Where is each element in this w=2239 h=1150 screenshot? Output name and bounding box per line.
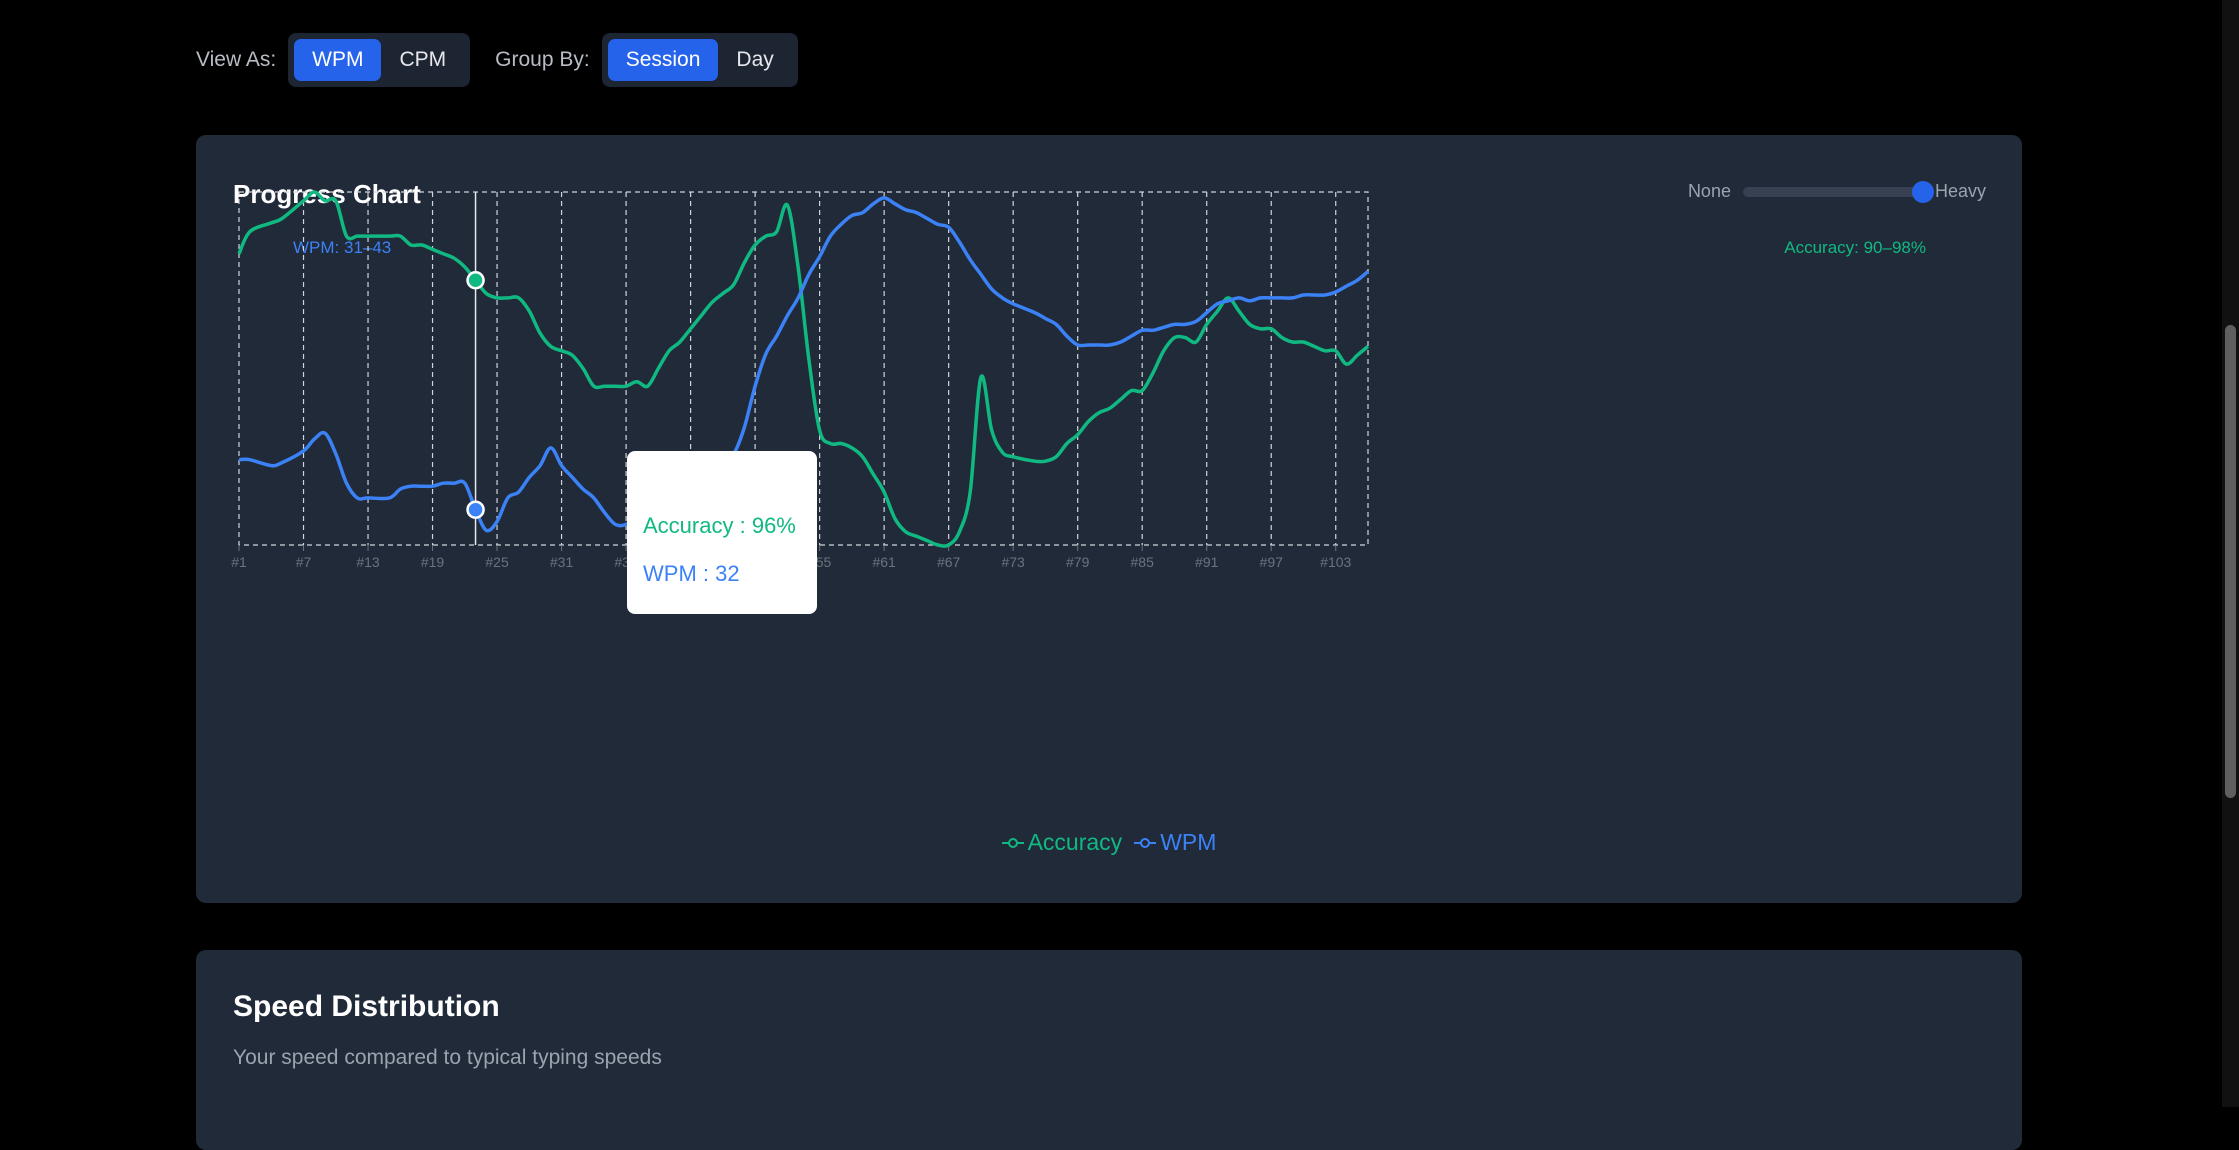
smoothing-control: None Heavy xyxy=(1687,180,1986,203)
view-as-toggle: WPM CPM xyxy=(288,33,471,87)
series-line-wpm xyxy=(238,196,1370,533)
view-as-wpm-button[interactable]: WPM xyxy=(294,39,382,81)
x-tick-label: #25 xyxy=(485,554,509,570)
view-as-cpm-button[interactable]: CPM xyxy=(399,48,447,71)
x-tick-label: #79 xyxy=(1066,554,1090,570)
smoothing-min-label: None xyxy=(1687,181,1731,201)
x-tick-label: #73 xyxy=(1001,554,1025,570)
group-by-label: Group By: xyxy=(495,48,590,71)
smoothing-slider[interactable] xyxy=(1742,180,1934,203)
x-tick-label: #61 xyxy=(872,554,896,570)
tooltip-wpm-label: WPM xyxy=(643,561,697,586)
x-tick-label: #67 xyxy=(937,554,961,570)
legend-item-accuracy[interactable]: Accuracy xyxy=(1001,829,1123,856)
progress-chart-title: Progress Chart xyxy=(233,179,421,209)
tooltip-wpm: WPM : 32 xyxy=(643,561,740,586)
speed-distribution-subtitle: Your speed compared to typical typing sp… xyxy=(233,1046,662,1069)
legend-wpm-icon xyxy=(1134,837,1157,848)
legend-item-wpm[interactable]: WPM xyxy=(1134,829,1216,856)
x-tick-label: #7 xyxy=(296,554,312,570)
x-tick-label: #1 xyxy=(231,554,247,570)
progress-line-chart[interactable]: #1#7#13#19#25#31#37#43#49#55#61#67#73#79… xyxy=(196,135,2022,815)
wpm-range-label: WPM: 31–43 xyxy=(293,238,392,257)
accuracy-range-label: Accuracy: 90–98% xyxy=(1784,238,1926,257)
view-as-label: View As: xyxy=(196,48,277,71)
legend-accuracy-icon xyxy=(1001,837,1024,848)
chart-tooltip: Accuracy : 96% WPM : 32 xyxy=(627,451,817,614)
scrollbar-thumb[interactable] xyxy=(2225,325,2236,798)
active-point-accuracy xyxy=(466,271,485,290)
legend-accuracy-label: Accuracy xyxy=(1027,829,1123,855)
x-tick-label: #97 xyxy=(1260,554,1284,570)
x-tick-label: #19 xyxy=(421,554,445,570)
legend-wpm-label: WPM xyxy=(1160,829,1217,855)
smoothing-max-label: Heavy xyxy=(1934,181,1986,201)
group-by-toggle: Session Day xyxy=(601,33,798,87)
active-point-wpm xyxy=(466,500,485,519)
tooltip-accuracy-label: Accuracy xyxy=(643,513,734,538)
x-tick-label: #103 xyxy=(1320,554,1351,570)
speed-distribution-card: Speed Distribution Your speed compared t… xyxy=(196,950,2022,1150)
group-by-session-button[interactable]: Session xyxy=(607,39,719,81)
x-tick-label: #85 xyxy=(1131,554,1155,570)
series-line-accuracy xyxy=(237,190,1370,548)
group-by-day-button[interactable]: Day xyxy=(736,48,774,71)
chart-legend: Accuracy WPM xyxy=(196,829,2022,856)
smoothing-slider-thumb[interactable] xyxy=(1911,180,1934,203)
tooltip-accuracy-value: 96% xyxy=(751,513,796,538)
x-tick-label: #91 xyxy=(1195,554,1219,570)
chart-controls: View As: WPM CPM Group By: Session Day xyxy=(196,33,798,87)
progress-chart-card: Progress Chart None Heavy WPM: 31–43 Acc… xyxy=(196,135,2022,903)
tooltip-accuracy: Accuracy : 96% xyxy=(643,513,796,538)
page-scrollbar[interactable] xyxy=(2222,0,2239,1107)
speed-distribution-title: Speed Distribution xyxy=(233,990,500,1023)
tooltip-wpm-value: 32 xyxy=(715,561,740,586)
x-tick-label: #31 xyxy=(550,554,574,570)
x-tick-label: #13 xyxy=(356,554,380,570)
